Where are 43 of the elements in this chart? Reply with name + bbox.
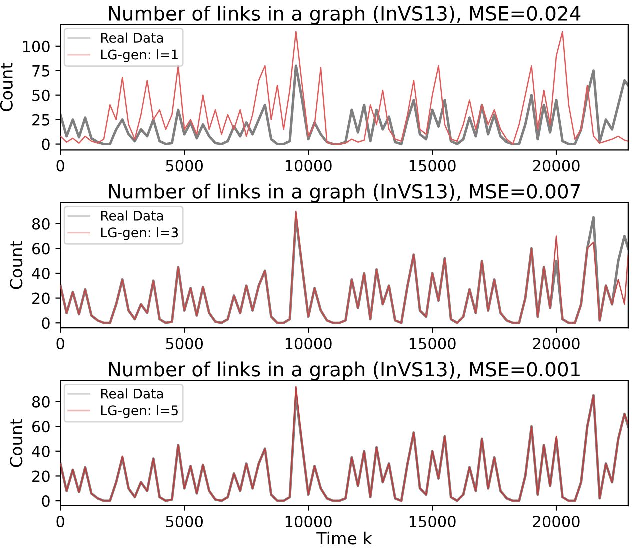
chart-title: Number of links in a graph (InVS13), MSE=0.007 bbox=[109, 184, 580, 203]
y-tick-label: 40 bbox=[32, 446, 50, 458]
y-axis-title: Count bbox=[10, 241, 23, 290]
legend-label: Real Data bbox=[101, 388, 164, 399]
legend-label: LG-gen: l=1 bbox=[101, 50, 178, 62]
y-axis-title: Count bbox=[10, 419, 23, 468]
x-tick-label: 0 bbox=[56, 338, 64, 350]
x-tick-label: 15000 bbox=[410, 516, 456, 528]
legend-label: Real Data bbox=[101, 210, 164, 221]
x-tick-label: 20000 bbox=[533, 160, 580, 172]
x-tick-label: 10000 bbox=[286, 338, 332, 350]
y-tick-label: 20 bbox=[32, 292, 50, 304]
y-axis-title: Count bbox=[0, 63, 13, 112]
y-tick-label: 0 bbox=[42, 138, 50, 150]
y-tick-label: 0 bbox=[42, 318, 50, 330]
x-tick-label: 5000 bbox=[166, 338, 204, 350]
chart-title: Number of links in a graph (InVS13), MSE=0.024 bbox=[109, 6, 581, 25]
legend-label: Real Data bbox=[101, 32, 164, 44]
y-tick-label: 80 bbox=[32, 218, 50, 230]
y-tick-label: 60 bbox=[32, 243, 50, 255]
x-tick-label: 0 bbox=[56, 160, 64, 172]
x-tick-label: 20000 bbox=[533, 516, 580, 528]
x-tick-label: 15000 bbox=[410, 160, 456, 172]
y-tick-label: 40 bbox=[32, 268, 50, 280]
x-tick-label: 20000 bbox=[533, 338, 580, 350]
x-tick-label: 10000 bbox=[286, 516, 332, 528]
y-tick-label: 25 bbox=[32, 114, 50, 126]
y-tick-label: 50 bbox=[32, 90, 50, 102]
x-tick-label: 5000 bbox=[166, 516, 204, 528]
y-tick-label: 75 bbox=[32, 66, 50, 77]
legend-label: LG-gen: l=3 bbox=[101, 227, 178, 240]
y-tick-label: 80 bbox=[32, 396, 50, 408]
y-tick-label: 20 bbox=[32, 470, 50, 482]
x-tick-label: 15000 bbox=[410, 338, 456, 350]
x-tick-label: 5000 bbox=[166, 160, 204, 172]
y-tick-label: 0 bbox=[42, 496, 50, 508]
y-tick-label: 100 bbox=[23, 40, 50, 52]
legend-label: LG-gen: l=5 bbox=[101, 405, 178, 418]
x-axis-title: Time k bbox=[316, 532, 372, 545]
x-tick-label: 0 bbox=[56, 516, 64, 528]
chart-title: Number of links in a graph (InVS13), MSE=0.001 bbox=[109, 362, 580, 381]
y-tick-label: 60 bbox=[32, 421, 50, 433]
x-tick-label: 10000 bbox=[286, 160, 332, 172]
